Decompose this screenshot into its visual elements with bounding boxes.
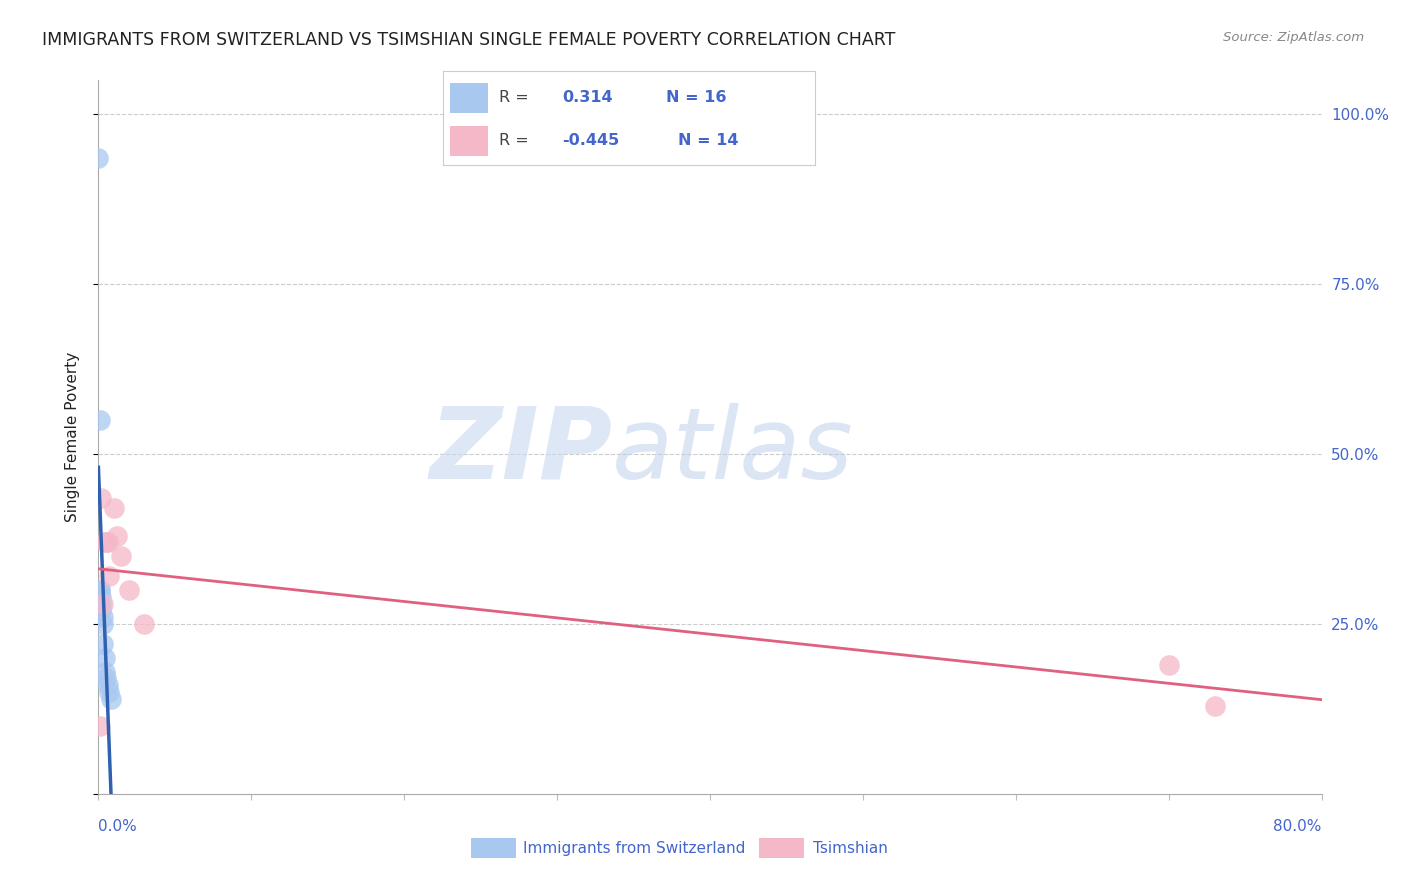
Text: Tsimshian: Tsimshian xyxy=(813,841,887,855)
Text: R =: R = xyxy=(499,133,529,148)
Text: N = 14: N = 14 xyxy=(678,133,738,148)
Point xyxy=(91,610,114,624)
Y-axis label: Single Female Poverty: Single Female Poverty xyxy=(65,352,80,522)
Point xyxy=(89,719,111,733)
Point xyxy=(90,590,112,604)
Text: Immigrants from Switzerland: Immigrants from Switzerland xyxy=(523,841,745,855)
Point xyxy=(89,413,111,427)
Point xyxy=(97,678,120,692)
Point xyxy=(91,637,114,651)
Text: atlas: atlas xyxy=(612,403,853,500)
Text: 0.314: 0.314 xyxy=(562,90,613,105)
Text: ZIP: ZIP xyxy=(429,403,612,500)
Point xyxy=(91,597,114,611)
Point xyxy=(89,582,111,597)
Point xyxy=(90,603,112,617)
Point xyxy=(90,491,112,506)
Point xyxy=(94,671,117,685)
Text: N = 16: N = 16 xyxy=(666,90,727,105)
Text: 0.0%: 0.0% xyxy=(98,820,138,834)
Point xyxy=(93,651,115,665)
Point xyxy=(134,617,156,632)
Point xyxy=(91,617,114,632)
Text: -0.445: -0.445 xyxy=(562,133,620,148)
Text: Source: ZipAtlas.com: Source: ZipAtlas.com xyxy=(1223,31,1364,45)
Point xyxy=(98,569,121,583)
Text: R =: R = xyxy=(499,90,529,105)
Bar xyxy=(450,126,488,156)
Point xyxy=(93,535,115,549)
Point xyxy=(93,665,115,679)
Point xyxy=(118,582,141,597)
Point xyxy=(1204,698,1226,713)
Bar xyxy=(450,83,488,112)
Point xyxy=(98,685,121,699)
Point xyxy=(105,528,128,542)
Point xyxy=(87,152,110,166)
Point xyxy=(100,691,122,706)
Point xyxy=(89,582,111,597)
Point xyxy=(110,549,132,563)
Text: IMMIGRANTS FROM SWITZERLAND VS TSIMSHIAN SINGLE FEMALE POVERTY CORRELATION CHART: IMMIGRANTS FROM SWITZERLAND VS TSIMSHIAN… xyxy=(42,31,896,49)
Point xyxy=(94,535,117,549)
Point xyxy=(97,535,120,549)
Point xyxy=(90,597,112,611)
Text: 80.0%: 80.0% xyxy=(1274,820,1322,834)
Point xyxy=(1157,657,1180,672)
Point xyxy=(103,501,125,516)
